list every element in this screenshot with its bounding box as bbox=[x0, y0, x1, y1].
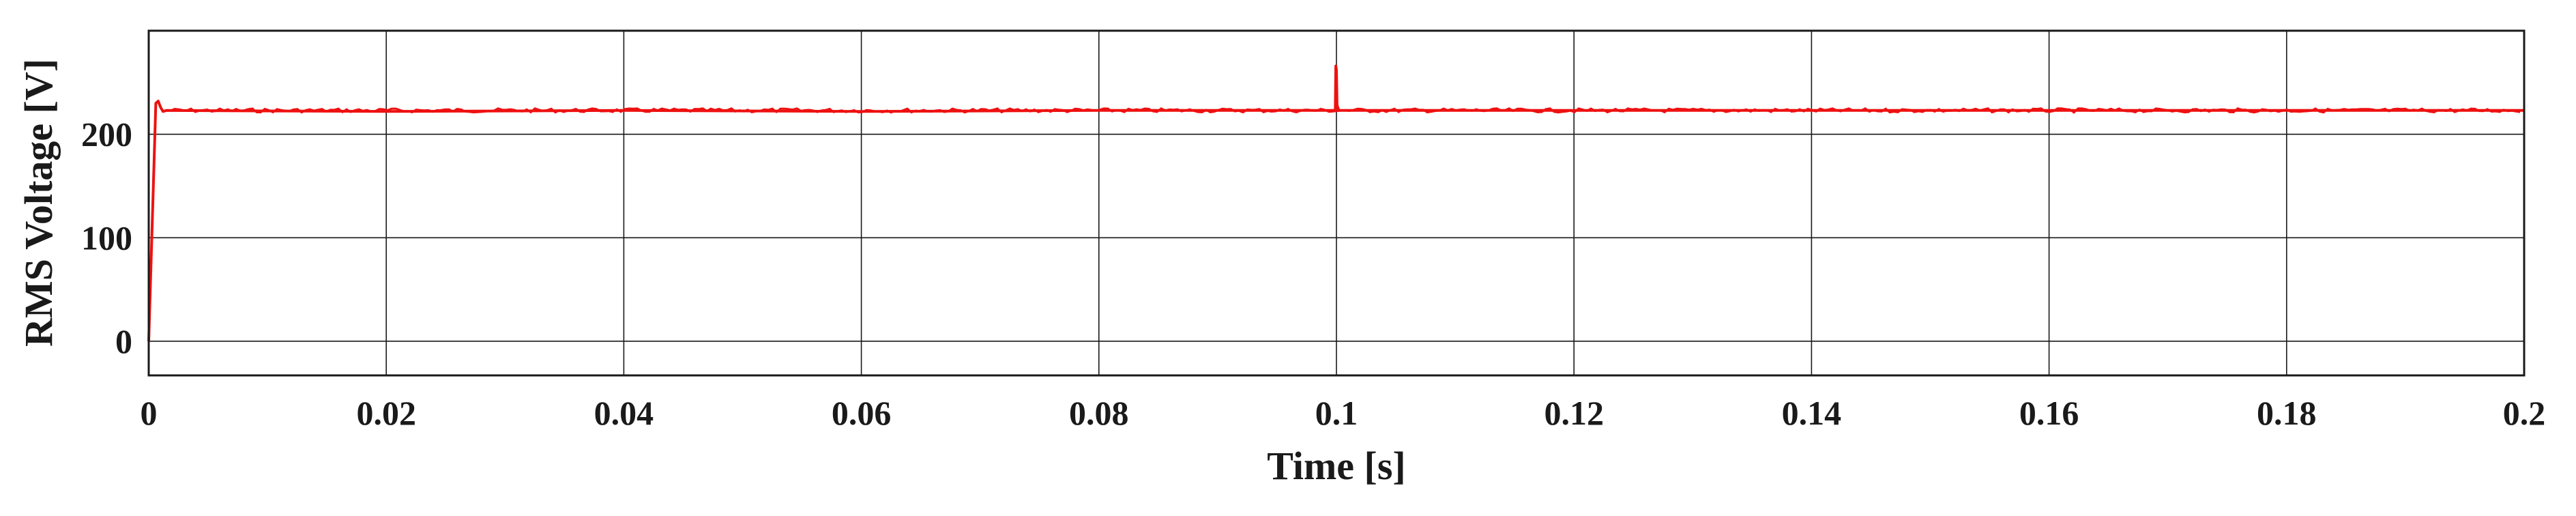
x-tick-label: 0.14 bbox=[1782, 394, 1842, 432]
x-tick-label: 0.06 bbox=[832, 394, 892, 432]
x-tick-label: 0.08 bbox=[1069, 394, 1129, 432]
plot-frame bbox=[147, 29, 2526, 377]
series-layer bbox=[147, 64, 2524, 342]
x-tick-label: 0.02 bbox=[356, 394, 416, 432]
y-axis-label: RMS Voltage [V] bbox=[16, 59, 61, 347]
x-axis-label: Time [s] bbox=[1267, 444, 1406, 488]
x-tick-label: 0.1 bbox=[1315, 394, 1358, 432]
voltage-line-ripple bbox=[166, 107, 2521, 114]
y-axis-ticks: 0 100 200 bbox=[81, 115, 132, 360]
x-tick-label: 0.04 bbox=[594, 394, 654, 432]
x-axis-ticks: 0 0.02 0.04 0.06 0.08 0.1 0.12 0.14 0.16 0.18 0.2 bbox=[141, 394, 2546, 432]
y-tick-label: 0 bbox=[115, 322, 132, 360]
x-tick-label: 0.18 bbox=[2257, 394, 2317, 432]
x-tick-label: 0 bbox=[141, 394, 158, 432]
x-tick-label: 0.12 bbox=[1544, 394, 1604, 432]
x-tick-label: 0.16 bbox=[2019, 394, 2079, 432]
y-tick-label: 100 bbox=[81, 218, 132, 257]
y-tick-label: 200 bbox=[81, 115, 132, 154]
x-tick-label: 0.2 bbox=[2503, 394, 2546, 432]
